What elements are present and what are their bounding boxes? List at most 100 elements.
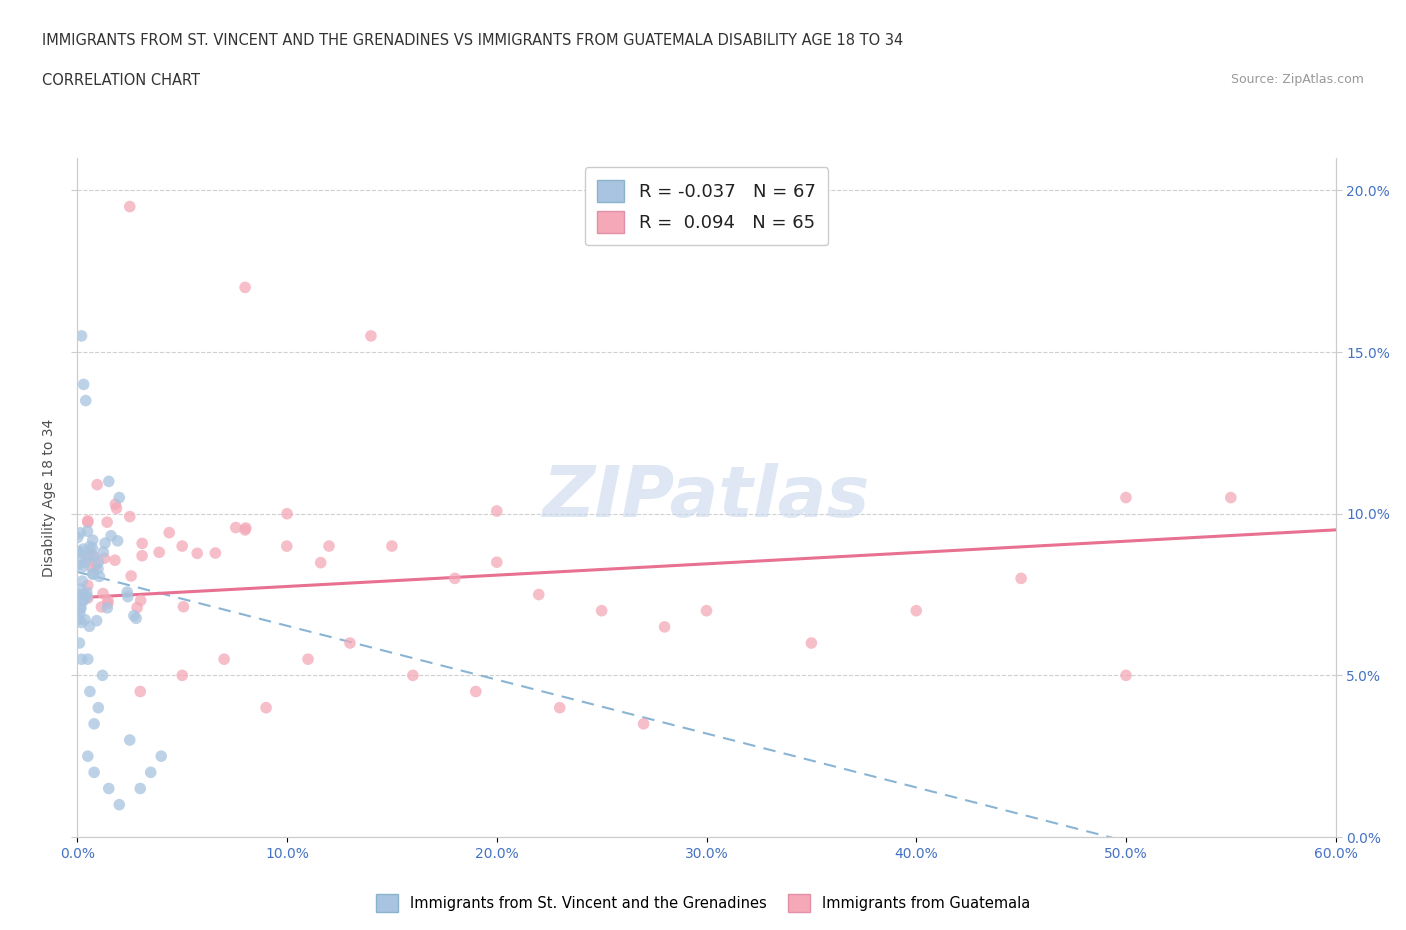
Point [76, 551, 98, 566]
Point [83, 549, 105, 564]
Point [129, 593, 152, 608]
Point [79, 539, 101, 554]
Point [66, 558, 89, 573]
Point [76, 749, 98, 764]
Point [72, 541, 94, 556]
Point [93, 551, 115, 565]
Point [157, 525, 180, 540]
Point [235, 521, 257, 536]
Point [76, 524, 98, 538]
Point [67, 551, 90, 565]
Point [69, 602, 91, 617]
Point [117, 590, 139, 604]
Point [233, 280, 256, 295]
Point [122, 608, 145, 623]
Point [339, 635, 361, 650]
Point [69, 525, 91, 540]
Point [125, 611, 148, 626]
Point [1115, 490, 1137, 505]
Point [225, 520, 247, 535]
Point [120, 568, 142, 583]
Point [654, 619, 676, 634]
Point [82, 561, 104, 576]
Point [360, 328, 382, 343]
Point [186, 546, 208, 561]
Point [66, 530, 89, 545]
Point [69, 605, 91, 620]
Point [800, 635, 823, 650]
Point [76, 585, 98, 600]
Point [127, 600, 149, 615]
Point [150, 749, 173, 764]
Point [72, 574, 94, 589]
Legend: R = -0.037   N = 67, R =  0.094   N = 65: R = -0.037 N = 67, R = 0.094 N = 65 [585, 167, 828, 246]
Point [83, 764, 105, 779]
Text: ZIPatlas: ZIPatlas [543, 463, 870, 532]
Point [696, 604, 718, 618]
Point [72, 593, 94, 608]
Point [318, 538, 340, 553]
Point [67, 588, 90, 603]
Point [76, 578, 98, 592]
Point [91, 668, 114, 683]
Point [172, 599, 194, 614]
Point [104, 552, 127, 567]
Point [89, 569, 111, 584]
Point [77, 549, 100, 564]
Point [97, 781, 120, 796]
Point [485, 503, 508, 518]
Point [86, 613, 108, 628]
Point [381, 538, 404, 553]
Point [91, 545, 114, 560]
Point [527, 587, 550, 602]
Point [67, 544, 90, 559]
Text: IMMIGRANTS FROM ST. VINCENT AND THE GRENADINES VS IMMIGRANTS FROM GUATEMALA DISA: IMMIGRANTS FROM ST. VINCENT AND THE GREN… [42, 33, 904, 47]
Point [1115, 668, 1137, 683]
Point [96, 601, 118, 616]
Point [72, 587, 94, 602]
Point [70, 652, 93, 667]
Point [100, 528, 122, 543]
Point [402, 668, 425, 683]
Point [131, 536, 153, 551]
Point [69, 588, 91, 603]
Point [87, 700, 110, 715]
Point [172, 538, 194, 553]
Y-axis label: Disability Age 18 to 34: Disability Age 18 to 34 [42, 418, 56, 577]
Point [94, 536, 117, 551]
Text: Source: ZipAtlas.com: Source: ZipAtlas.com [1230, 73, 1364, 86]
Point [464, 684, 486, 699]
Point [276, 506, 298, 521]
Point [444, 571, 467, 586]
Point [129, 684, 152, 699]
Point [76, 591, 98, 605]
Point [131, 549, 153, 564]
Point [72, 592, 94, 607]
Point [118, 199, 141, 214]
Point [172, 668, 194, 683]
Text: CORRELATION CHART: CORRELATION CHART [42, 73, 200, 87]
Point [79, 544, 101, 559]
Point [115, 585, 138, 600]
Point [254, 700, 277, 715]
Point [108, 490, 131, 505]
Point [91, 586, 114, 601]
Point [204, 546, 226, 561]
Point [97, 596, 120, 611]
Point [70, 600, 93, 615]
Point [72, 559, 94, 574]
Point [70, 615, 93, 630]
Point [73, 612, 96, 627]
Point [79, 684, 101, 699]
Point [76, 590, 98, 604]
Point [69, 582, 91, 597]
Legend: Immigrants from St. Vincent and the Grenadines, Immigrants from Guatemala: Immigrants from St. Vincent and the Gren… [370, 888, 1036, 918]
Point [485, 555, 508, 570]
Point [309, 555, 332, 570]
Point [76, 513, 98, 528]
Point [75, 555, 97, 570]
Point [76, 515, 98, 530]
Point [108, 797, 131, 812]
Point [591, 604, 613, 618]
Point [1219, 490, 1241, 505]
